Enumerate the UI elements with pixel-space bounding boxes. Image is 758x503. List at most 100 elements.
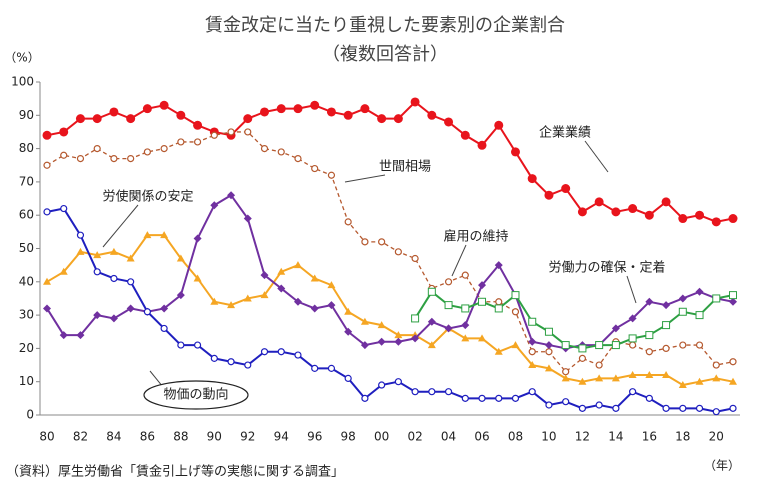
point [193, 138, 202, 146]
point [177, 138, 185, 146]
point [60, 151, 68, 159]
point [695, 287, 704, 296]
point [110, 154, 118, 163]
point [478, 394, 486, 402]
annotation-arrow [344, 174, 386, 183]
point [578, 354, 587, 362]
point [126, 114, 136, 124]
point [711, 217, 721, 227]
point [344, 327, 353, 336]
point [127, 154, 135, 163]
point [679, 341, 687, 349]
point [612, 404, 620, 412]
point [327, 364, 336, 372]
point [43, 208, 51, 216]
point [43, 161, 51, 169]
source-note: （資料）厚生労働省「賃金引上げ等の実態に関する調査」 [6, 464, 344, 480]
y-tick-label: 40 [19, 274, 34, 288]
point [562, 368, 570, 376]
point [293, 261, 302, 269]
x-tick-label: 18 [675, 430, 690, 444]
point [712, 374, 721, 382]
point [478, 334, 487, 342]
point [210, 297, 219, 305]
point [43, 304, 51, 313]
point [294, 351, 302, 359]
point [260, 107, 270, 117]
point [611, 374, 620, 382]
point [729, 291, 737, 300]
point [411, 254, 419, 263]
x-tick-label: 96 [307, 430, 322, 444]
point [712, 361, 720, 369]
point [510, 147, 520, 157]
point [595, 401, 603, 409]
point [93, 251, 102, 259]
point [645, 371, 654, 379]
point [93, 268, 101, 276]
annotation-label: 雇用の維持 [443, 229, 508, 245]
point [695, 377, 704, 385]
point [628, 204, 638, 214]
x-tick-label: 82 [73, 430, 88, 444]
chart-title: 賃金改定に当たり重視した要素別の企業割合 [205, 15, 565, 36]
point [695, 210, 705, 220]
point [293, 297, 302, 306]
point [629, 388, 637, 396]
point [394, 331, 403, 339]
point [127, 278, 135, 286]
point [344, 218, 352, 226]
point [43, 277, 51, 285]
point [227, 301, 236, 309]
point [427, 341, 436, 349]
point [645, 394, 653, 402]
point [695, 341, 704, 349]
point [644, 210, 654, 220]
y-tick-label: 0 [26, 408, 34, 422]
x-tick-label: 06 [474, 430, 489, 444]
point [193, 274, 202, 282]
x-tick-label: 00 [374, 430, 389, 444]
point [544, 341, 553, 350]
point [511, 394, 520, 402]
chart-subtitle: （複数回答計） [322, 44, 448, 65]
point [243, 294, 252, 302]
point [377, 337, 386, 346]
point [76, 247, 85, 255]
point [695, 311, 704, 320]
annotation-label: 企業業績 [539, 125, 591, 141]
point [227, 358, 235, 366]
point [577, 207, 587, 217]
point [42, 130, 52, 140]
point [444, 324, 453, 333]
x-tick-label: 88 [173, 430, 188, 444]
point [494, 304, 503, 313]
point [344, 374, 352, 382]
point [59, 267, 68, 275]
point [461, 394, 469, 402]
point [260, 271, 269, 280]
point [729, 358, 737, 366]
point [678, 381, 687, 389]
series-line [46, 207, 734, 413]
point [611, 207, 621, 217]
point [76, 154, 85, 163]
annotation-arrow [584, 140, 609, 173]
point [544, 327, 553, 336]
point [59, 127, 69, 137]
point [628, 371, 637, 379]
point [377, 321, 386, 329]
point [545, 348, 553, 356]
point [662, 321, 671, 330]
x-tick-label: 92 [240, 430, 255, 444]
point [444, 301, 453, 310]
point [561, 341, 570, 350]
point [444, 278, 453, 286]
point [76, 331, 85, 340]
point [360, 104, 370, 114]
point [578, 344, 587, 353]
annotation-arrow [102, 204, 139, 248]
point [326, 107, 336, 117]
point [595, 374, 604, 382]
